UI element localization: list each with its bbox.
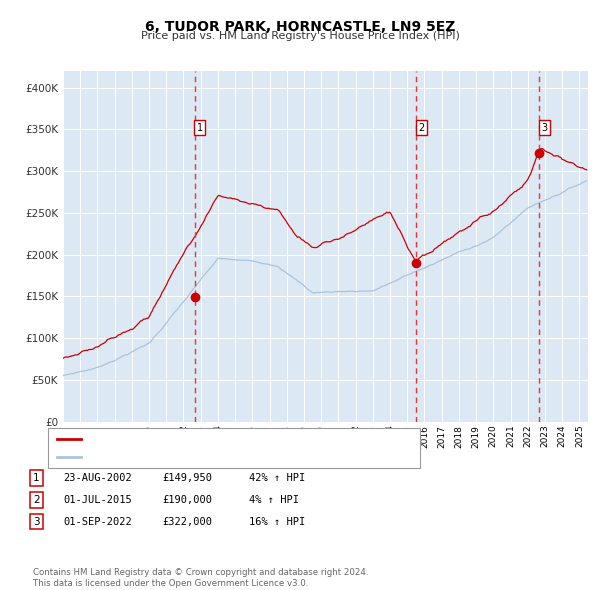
Text: £322,000: £322,000: [162, 517, 212, 526]
Text: 6, TUDOR PARK, HORNCASTLE, LN9 5EZ: 6, TUDOR PARK, HORNCASTLE, LN9 5EZ: [145, 20, 455, 34]
Text: 3: 3: [33, 517, 40, 526]
Text: 23-AUG-2002: 23-AUG-2002: [63, 473, 132, 483]
Text: 4% ↑ HPI: 4% ↑ HPI: [249, 495, 299, 504]
Text: 16% ↑ HPI: 16% ↑ HPI: [249, 517, 305, 526]
Text: 2: 2: [418, 123, 424, 133]
Text: 2: 2: [33, 495, 40, 504]
Text: 1: 1: [33, 473, 40, 483]
Text: 6, TUDOR PARK, HORNCASTLE, LN9 5EZ (detached house): 6, TUDOR PARK, HORNCASTLE, LN9 5EZ (deta…: [85, 434, 375, 444]
Text: 42% ↑ HPI: 42% ↑ HPI: [249, 473, 305, 483]
Text: 01-SEP-2022: 01-SEP-2022: [63, 517, 132, 526]
Text: 01-JUL-2015: 01-JUL-2015: [63, 495, 132, 504]
Text: 1: 1: [197, 123, 203, 133]
Text: HPI: Average price, detached house, East Lindsey: HPI: Average price, detached house, East…: [85, 452, 332, 462]
Text: Contains HM Land Registry data © Crown copyright and database right 2024.
This d: Contains HM Land Registry data © Crown c…: [33, 568, 368, 588]
Text: 3: 3: [541, 123, 547, 133]
Text: Price paid vs. HM Land Registry's House Price Index (HPI): Price paid vs. HM Land Registry's House …: [140, 31, 460, 41]
Text: £149,950: £149,950: [162, 473, 212, 483]
Text: £190,000: £190,000: [162, 495, 212, 504]
